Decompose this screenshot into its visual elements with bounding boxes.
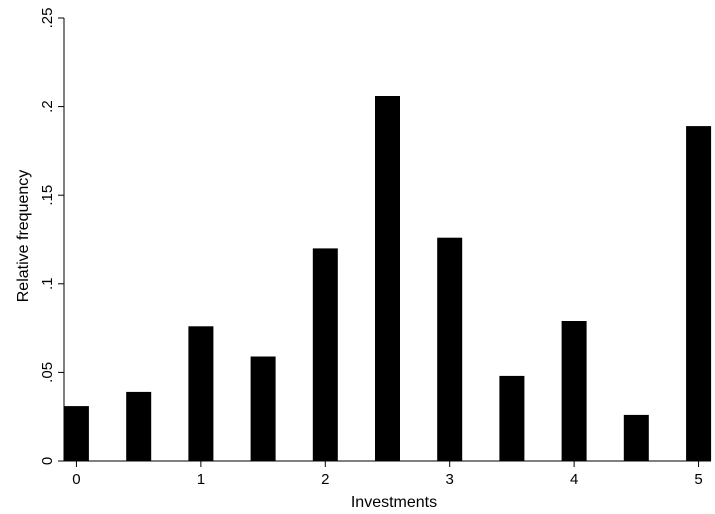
x-tick-label: 0 <box>72 471 80 488</box>
bar-6 <box>437 237 463 461</box>
x-tick-label: 2 <box>321 471 329 488</box>
bar-3 <box>250 356 276 461</box>
bar-9 <box>623 414 649 461</box>
bar-10 <box>686 126 712 461</box>
x-tick-label: 4 <box>570 471 578 488</box>
x-axis-title: Investments <box>351 494 437 511</box>
y-tick-label: 0 <box>39 457 56 465</box>
x-tick-label: 5 <box>694 471 702 488</box>
bars-group <box>63 96 712 461</box>
y-axis-title: Relative frequency <box>15 170 32 303</box>
y-tick-label: .1 <box>39 278 56 291</box>
y-tick-label: .25 <box>39 8 56 29</box>
bar-1 <box>126 391 152 461</box>
x-axis-ticks: 0 1 2 3 4 5 <box>72 461 703 488</box>
y-axis-ticks: 0 .05 .1 .15 .2 .25 <box>39 8 64 465</box>
x-tick-label: 3 <box>446 471 454 488</box>
y-tick-label: .15 <box>39 185 56 206</box>
x-tick-label: 1 <box>197 471 205 488</box>
bar-8 <box>561 321 587 461</box>
bar-0 <box>63 406 89 461</box>
y-tick-label: .05 <box>39 362 56 383</box>
bar-5 <box>375 96 400 461</box>
bar-4 <box>312 248 338 461</box>
bar-7 <box>499 375 525 461</box>
bar-2 <box>188 326 214 461</box>
y-tick-label: .2 <box>39 100 56 113</box>
